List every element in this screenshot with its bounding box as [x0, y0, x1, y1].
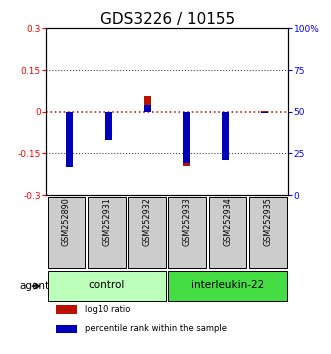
Bar — [222, 112, 229, 141]
Bar — [56, 325, 77, 333]
FancyBboxPatch shape — [168, 197, 206, 268]
Text: GSM252935: GSM252935 — [263, 198, 272, 246]
Text: agent: agent — [20, 281, 50, 291]
Text: GSM252932: GSM252932 — [143, 198, 152, 246]
FancyBboxPatch shape — [168, 271, 287, 301]
FancyBboxPatch shape — [48, 271, 166, 301]
FancyBboxPatch shape — [209, 197, 247, 268]
Bar — [261, 111, 268, 112]
Bar — [56, 306, 77, 314]
FancyBboxPatch shape — [88, 197, 126, 268]
Text: GSM252890: GSM252890 — [62, 198, 71, 246]
Text: GSM252933: GSM252933 — [183, 198, 192, 246]
Text: GSM252931: GSM252931 — [102, 198, 111, 246]
Bar — [222, 112, 229, 160]
Title: GDS3226 / 10155: GDS3226 / 10155 — [100, 12, 235, 27]
FancyBboxPatch shape — [48, 197, 85, 268]
Bar — [105, 112, 112, 120]
Bar — [66, 112, 73, 167]
Text: interleukin-22: interleukin-22 — [191, 280, 264, 290]
Text: percentile rank within the sample: percentile rank within the sample — [84, 324, 226, 333]
Bar — [66, 112, 73, 135]
Bar — [144, 105, 151, 112]
Bar — [261, 112, 268, 113]
Bar — [144, 96, 151, 112]
FancyBboxPatch shape — [128, 197, 166, 268]
FancyBboxPatch shape — [249, 197, 287, 268]
Text: GSM252934: GSM252934 — [223, 198, 232, 246]
Text: control: control — [89, 280, 125, 290]
Text: log10 ratio: log10 ratio — [84, 305, 130, 314]
Bar — [183, 112, 190, 166]
Bar — [105, 112, 112, 140]
Bar — [183, 112, 190, 164]
